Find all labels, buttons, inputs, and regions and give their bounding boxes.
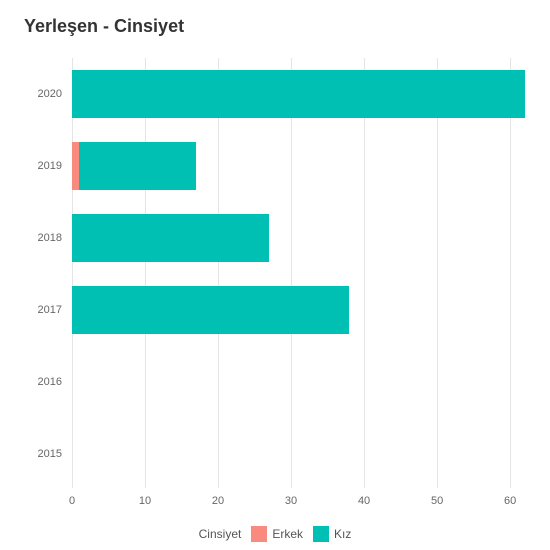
bar-segment bbox=[72, 142, 79, 190]
legend-swatch-erkek bbox=[251, 526, 267, 542]
x-tick-label: 0 bbox=[69, 495, 75, 507]
x-tick-label: 40 bbox=[358, 495, 370, 507]
legend-item-kiz: Kız bbox=[313, 526, 351, 542]
y-tick-label: 2019 bbox=[0, 160, 62, 172]
grid-line bbox=[364, 58, 365, 488]
legend-title: Cinsiyet bbox=[199, 527, 242, 541]
grid-line bbox=[72, 58, 73, 488]
legend-label-kiz: Kız bbox=[334, 527, 351, 541]
legend: Cinsiyet Erkek Kız bbox=[0, 526, 550, 542]
x-tick-label: 20 bbox=[212, 495, 224, 507]
grid-line bbox=[145, 58, 146, 488]
y-tick-label: 2020 bbox=[0, 88, 62, 100]
legend-label-erkek: Erkek bbox=[272, 527, 303, 541]
plot-area bbox=[72, 58, 532, 488]
y-tick-label: 2016 bbox=[0, 376, 62, 388]
x-tick-label: 10 bbox=[139, 495, 151, 507]
y-tick-label: 2015 bbox=[0, 448, 62, 460]
bar-segment bbox=[72, 70, 525, 118]
x-tick-label: 50 bbox=[431, 495, 443, 507]
bar-segment bbox=[72, 214, 269, 262]
y-tick-label: 2017 bbox=[0, 304, 62, 316]
y-tick-label: 2018 bbox=[0, 232, 62, 244]
x-tick-label: 30 bbox=[285, 495, 297, 507]
grid-line bbox=[291, 58, 292, 488]
grid-line bbox=[218, 58, 219, 488]
legend-item-erkek: Erkek bbox=[251, 526, 303, 542]
chart-title: Yerleşen - Cinsiyet bbox=[24, 16, 184, 37]
legend-swatch-kiz bbox=[313, 526, 329, 542]
grid-line bbox=[510, 58, 511, 488]
bar-segment bbox=[72, 286, 349, 334]
grid-line bbox=[437, 58, 438, 488]
bar-segment bbox=[79, 142, 196, 190]
x-tick-label: 60 bbox=[504, 495, 516, 507]
